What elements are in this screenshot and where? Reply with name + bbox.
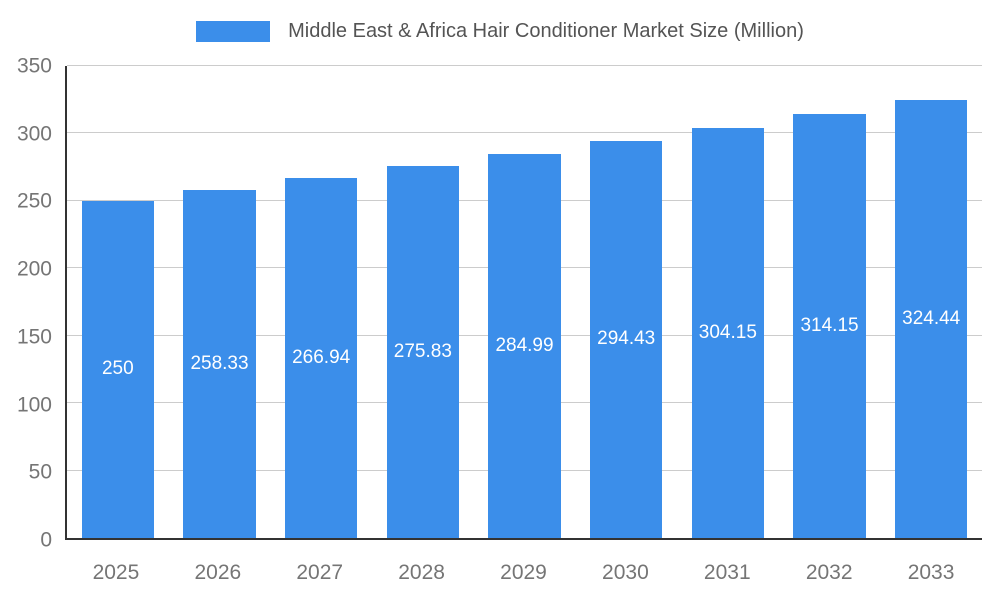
bar-2029[interactable]: 284.99: [488, 153, 561, 538]
x-tick-label: 2031: [703, 561, 751, 584]
plot-area: 250 258.33 266.94 275.83 284.99 294.43 304.15 3…: [65, 65, 982, 540]
bar-slot: 266.94: [270, 66, 372, 538]
bar-value-label: 294.43: [597, 328, 656, 350]
bar-2025[interactable]: 250: [81, 200, 154, 538]
bar-value-label: 250: [101, 358, 134, 380]
bar-value-label: 275.83: [393, 341, 452, 363]
bar-value-label: 266.94: [292, 347, 351, 368]
x-tick-label: 2032: [805, 561, 853, 584]
bar-2027[interactable]: 266.94: [285, 178, 358, 538]
bar-2026[interactable]: 258.33: [183, 189, 256, 538]
bar-slot: 324.44: [880, 66, 982, 538]
bar-value-label: 258.33: [190, 352, 249, 374]
y-tick-label: 0: [40, 528, 52, 552]
bar-2033[interactable]: 324.44: [895, 100, 968, 538]
x-tick-label: 2025: [92, 561, 140, 584]
y-tick-label: 350: [16, 54, 52, 78]
bar-2028[interactable]: 275.83: [386, 166, 459, 538]
gridline: [67, 65, 982, 66]
bar-2031[interactable]: 304.15: [691, 127, 764, 538]
y-tick-label: 200: [16, 257, 52, 281]
x-tick-label: 2028: [398, 561, 445, 584]
bar-slot: 258.33: [169, 66, 271, 538]
x-tick-label: 2029: [500, 561, 547, 584]
bar-slot: 250: [67, 66, 169, 538]
x-tick-label: 2033: [907, 561, 955, 584]
chart-legend: Middle East & Africa Hair Conditioner Ma…: [0, 14, 1000, 48]
y-tick-label: 50: [28, 460, 52, 484]
bar-slot: 294.43: [575, 66, 677, 538]
bar-slot: 275.83: [372, 66, 474, 538]
bar-slot: 314.15: [779, 66, 881, 538]
y-axis-labels: 0 50 100 150 200 250 300 350: [0, 56, 56, 551]
legend-swatch: [196, 20, 271, 42]
bar-slot: 304.15: [677, 66, 779, 538]
y-tick-label: 100: [16, 393, 52, 417]
bar-value-label: 324.44: [902, 308, 961, 330]
bars-layer: 250 258.33 266.94 275.83 284.99 294.43 304.15 3…: [67, 66, 982, 538]
x-tick-label: 2030: [602, 561, 649, 584]
bar-value-label: 304.15: [698, 321, 757, 343]
x-tick-label: 2026: [194, 561, 242, 584]
bar-value-label: 284.99: [495, 334, 554, 356]
y-tick-label: 300: [16, 122, 52, 146]
y-tick-label: 250: [16, 189, 52, 213]
y-tick-label: 150: [16, 325, 52, 349]
chart-title: Middle East & Africa Hair Conditioner Ma…: [288, 19, 804, 42]
x-axis-labels: 2025 2026 2027 2028 2029 2030 2031 2032 2033: [65, 556, 982, 590]
bar-slot: 284.99: [474, 66, 576, 538]
x-tick-label: 2027: [296, 561, 344, 584]
bar-value-label: 314.15: [800, 315, 859, 337]
bar-2030[interactable]: 294.43: [590, 140, 663, 538]
bar-2032[interactable]: 314.15: [793, 114, 866, 538]
gridline: [67, 132, 982, 134]
